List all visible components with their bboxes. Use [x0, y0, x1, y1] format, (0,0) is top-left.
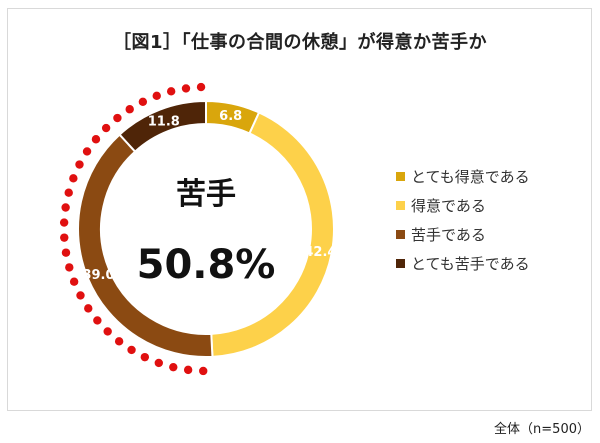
highlight-dot: [181, 84, 191, 93]
legend-label: 苦手である: [411, 226, 486, 244]
highlight-dot: [69, 174, 78, 183]
highlight-dot: [199, 366, 208, 376]
legend: とても得意である 得意である苦手であるとても苦手である: [396, 162, 530, 278]
highlight-dot: [101, 123, 111, 133]
highlight-dot: [75, 160, 84, 169]
highlight-dot: [125, 105, 134, 114]
data-label-good: 42.4: [304, 245, 336, 260]
highlight-dots: [59, 82, 208, 376]
slice-labels: 6.8 42.4 39.0 11.8: [82, 109, 336, 283]
highlight-dot: [84, 304, 93, 313]
donut-slices: [77, 99, 335, 358]
highlight-dot: [61, 248, 71, 257]
highlight-dot: [91, 135, 101, 144]
legend-swatch: [396, 172, 405, 181]
highlight-dot: [64, 188, 73, 197]
highlight-dot: [169, 362, 178, 372]
chart-title: ［図1］「仕事の合間の休憩」が得意か苦手か: [112, 32, 488, 53]
chart-frame: [7, 8, 592, 411]
highlight-dot: [152, 91, 161, 101]
legend-swatch: [396, 259, 405, 268]
slice-very-poor: [118, 99, 207, 153]
legend-swatch: [396, 230, 405, 239]
legend-item-good: 得意である: [396, 191, 530, 220]
center-value: 50.8%: [137, 242, 276, 288]
slice-good: [210, 111, 335, 358]
legend-item-very-good: とても得意である: [396, 162, 530, 191]
highlight-dot: [103, 327, 112, 336]
data-label-very-good: 6.8: [219, 109, 242, 124]
data-label-poor: 39.0: [82, 268, 114, 283]
legend-item-poor: 苦手である: [396, 220, 530, 249]
highlight-dot: [140, 352, 150, 362]
legend-swatch: [396, 201, 405, 210]
center-label: 苦手: [176, 177, 236, 212]
highlight-dot: [114, 337, 124, 346]
highlight-dot: [113, 113, 122, 123]
highlight-dot: [65, 263, 74, 272]
highlight-dot: [69, 277, 79, 286]
legend-label: とても苦手である: [411, 255, 530, 273]
data-label-very-poor: 11.8: [148, 114, 180, 129]
highlight-dot: [59, 218, 69, 227]
legend-label: とても得意である: [411, 168, 530, 186]
legend-label: 得意である: [411, 197, 486, 215]
highlight-dot: [60, 233, 69, 242]
highlight-dot: [138, 97, 148, 107]
highlight-dot: [82, 147, 92, 156]
highlight-dot: [166, 87, 176, 96]
highlight-dot: [183, 365, 193, 375]
highlight-dot: [93, 316, 102, 325]
highlight-dot: [127, 345, 136, 355]
highlight-dot: [196, 82, 206, 92]
highlight-dot: [76, 291, 85, 300]
legend-item-very-poor: とても苦手である: [396, 249, 530, 278]
highlight-dot: [61, 203, 70, 212]
highlight-dot: [154, 358, 163, 368]
sample-size-note: 全体（n=500）: [494, 422, 590, 437]
